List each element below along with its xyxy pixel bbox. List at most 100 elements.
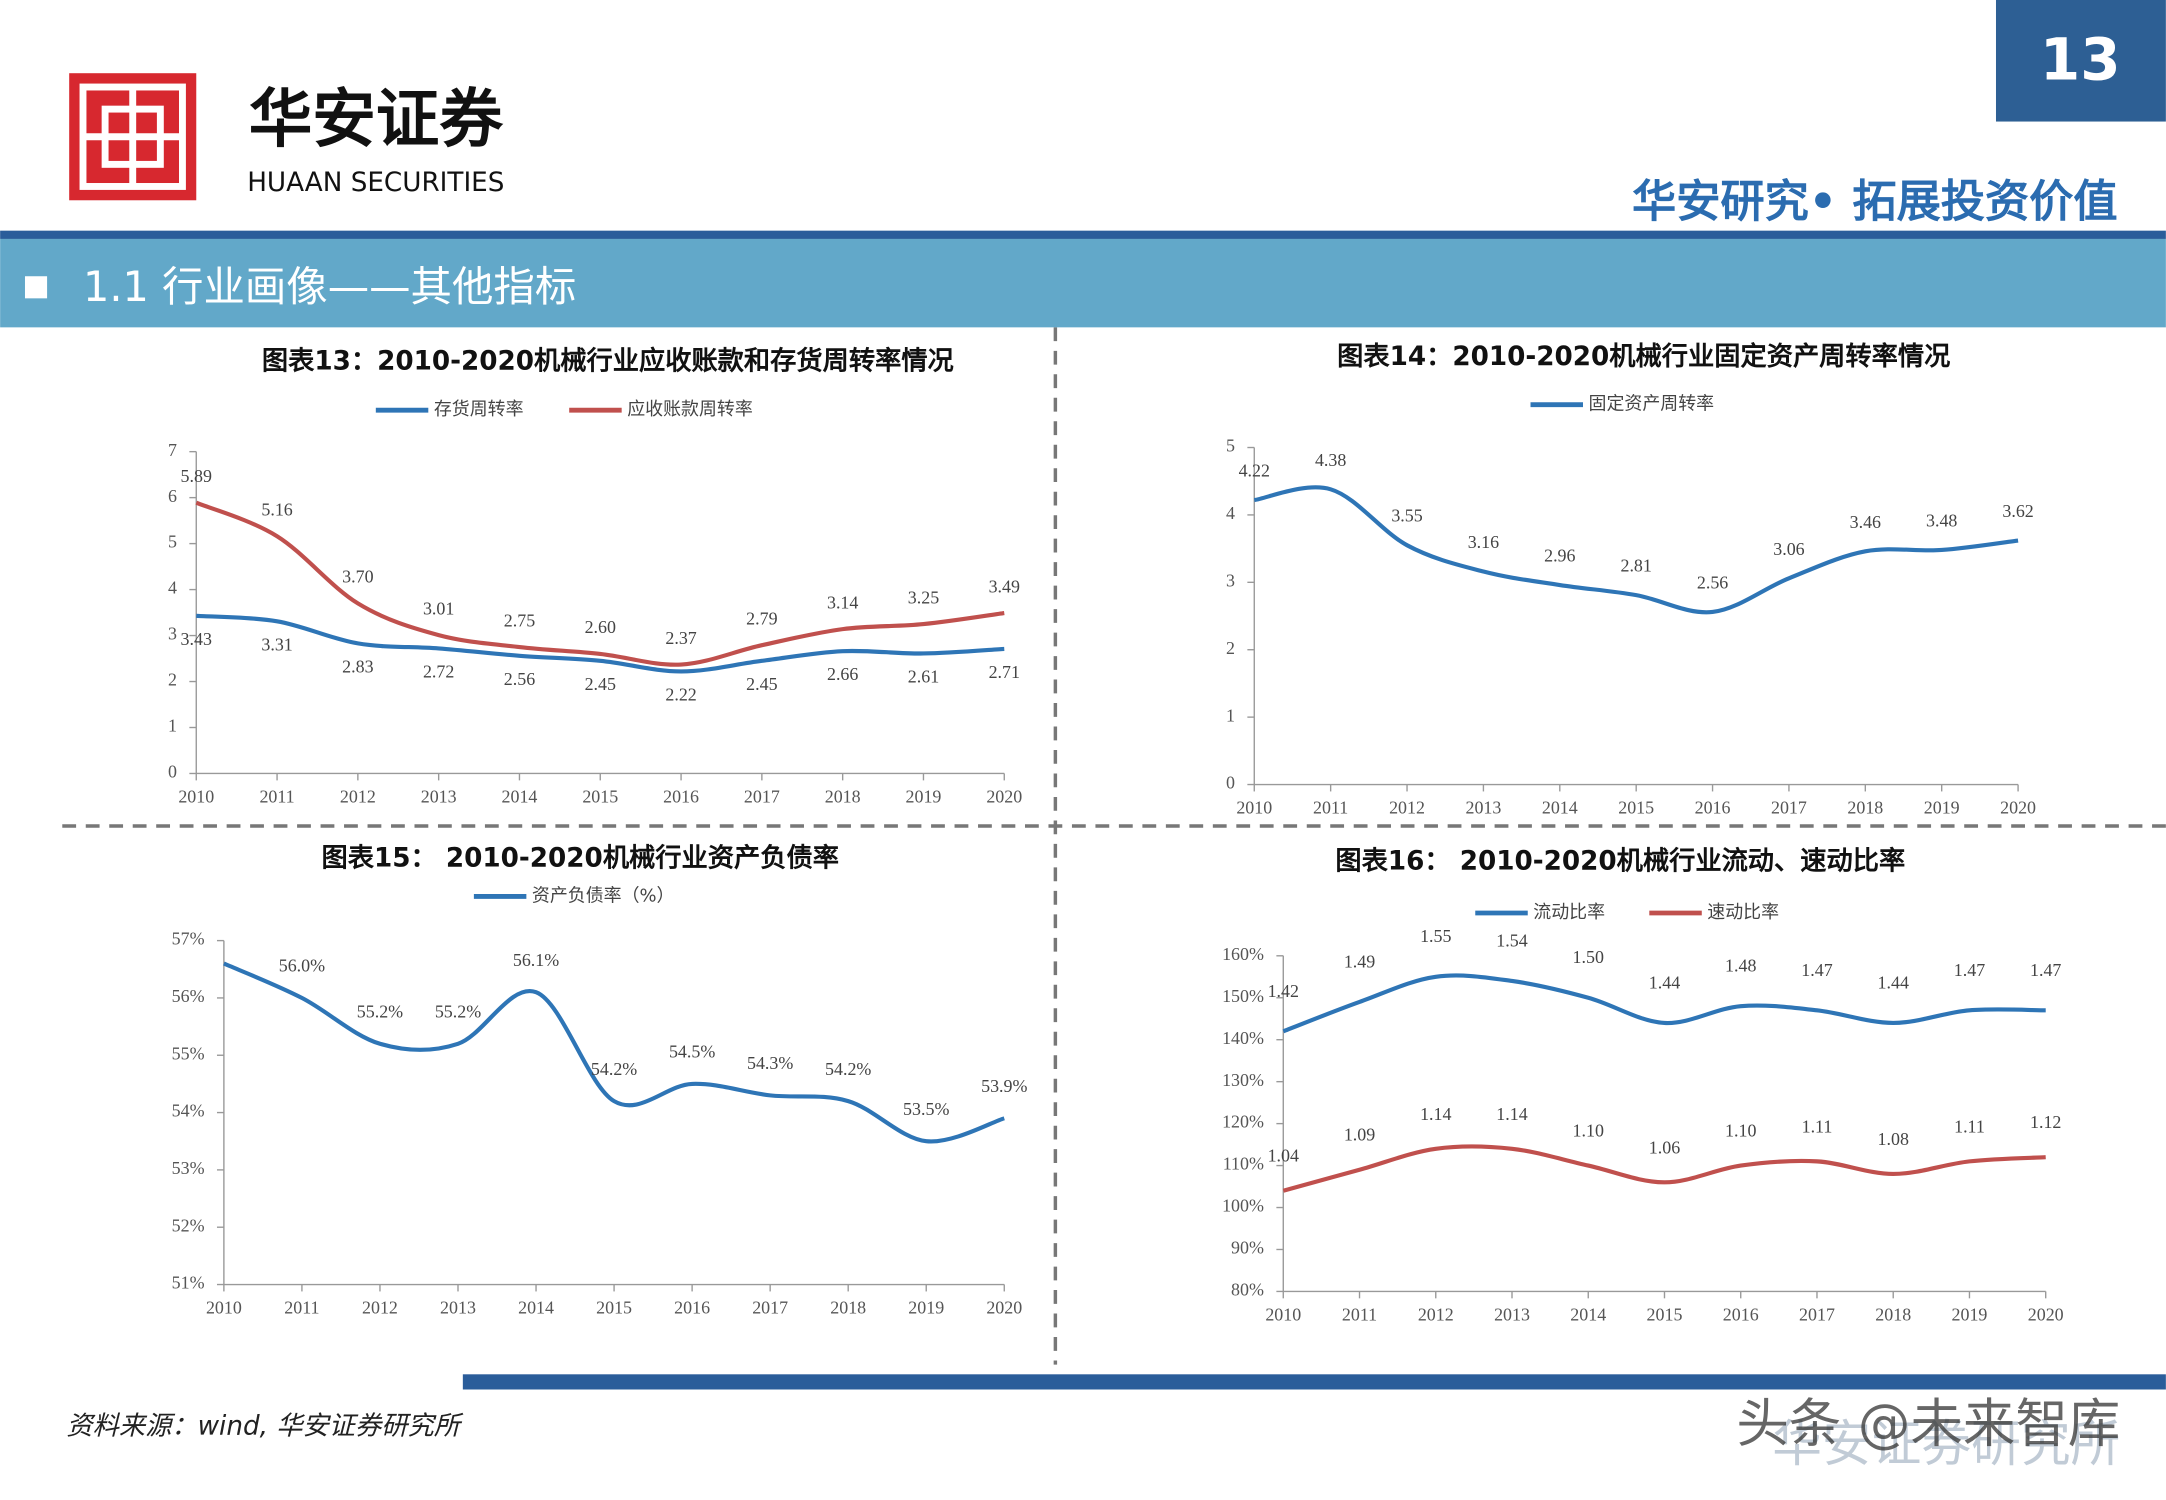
section-title: 1.1 行业画像——其他指标 <box>83 263 576 311</box>
data-label: 1.10 <box>1573 1121 1604 1141</box>
series-line <box>196 613 1005 674</box>
data-label: 1.47 <box>1954 960 1985 980</box>
series-line <box>1282 973 2046 1034</box>
data-label: 2.81 <box>1620 556 1651 576</box>
y-tick-label: 4 <box>168 578 177 598</box>
x-tick-label: 2016 <box>663 786 699 806</box>
data-label: 2.56 <box>504 669 535 689</box>
x-tick-label: 2016 <box>1695 798 1731 818</box>
x-tick-label: 2019 <box>1924 798 1960 818</box>
y-tick-label: 52% <box>172 1215 205 1235</box>
data-label: 1.49 <box>1344 951 1375 971</box>
tagline: 华安研究• 拓展投资价值 <box>1632 176 2118 227</box>
x-tick-label: 2020 <box>986 786 1022 806</box>
y-tick-label: 1 <box>168 716 177 736</box>
x-tick-label: 2017 <box>752 1298 788 1318</box>
data-label: 2.83 <box>342 656 373 676</box>
y-tick-label: 2 <box>168 670 177 690</box>
x-tick-label: 2015 <box>1647 1304 1683 1324</box>
data-label: 3.62 <box>2002 501 2033 521</box>
data-label: 1.06 <box>1649 1137 1680 1157</box>
data-label: 5.16 <box>261 500 292 520</box>
x-tick-label: 2019 <box>906 786 942 806</box>
x-tick-label: 2012 <box>1418 1304 1454 1324</box>
series-line <box>1253 485 2019 615</box>
data-label: 1.55 <box>1420 926 1451 946</box>
data-label: 1.44 <box>1649 972 1680 992</box>
logo-name: 华安证券 <box>249 81 504 156</box>
data-label: 54.2% <box>825 1059 871 1079</box>
logo-english: HUAAN SECURITIES <box>247 168 504 198</box>
data-label: 2.75 <box>504 610 535 630</box>
x-tick-label: 2018 <box>830 1298 866 1318</box>
x-tick-label: 2010 <box>1265 1304 1301 1324</box>
y-tick-label: 57% <box>172 929 205 949</box>
data-label: 1.42 <box>1268 981 1299 1001</box>
series-line <box>223 961 1005 1144</box>
y-tick-label: 80% <box>1231 1280 1264 1300</box>
x-tick-label: 2017 <box>1799 1304 1835 1324</box>
watermark: 头条 @未来智库 <box>1736 1393 2120 1454</box>
data-label: 1.50 <box>1573 947 1604 967</box>
y-tick-label: 53% <box>172 1158 205 1178</box>
data-label: 2.96 <box>1544 546 1575 566</box>
footer-bar <box>462 1374 2166 1390</box>
legend-label: 应收账款周转率 <box>627 399 753 420</box>
x-tick-label: 2013 <box>440 1298 476 1318</box>
x-tick-label: 2020 <box>986 1298 1022 1318</box>
x-tick-label: 2017 <box>744 786 780 806</box>
y-tick-label: 55% <box>172 1043 205 1063</box>
data-label: 3.31 <box>261 634 292 654</box>
logo-mark <box>69 73 197 201</box>
data-label: 1.47 <box>1801 960 1832 980</box>
data-label: 2.61 <box>908 666 939 686</box>
data-label: 3.49 <box>989 576 1020 596</box>
data-label: 1.10 <box>1725 1121 1756 1141</box>
y-tick-label: 150% <box>1222 986 1264 1006</box>
data-label: 53.9% <box>981 1076 1027 1096</box>
x-tick-label: 2018 <box>1847 798 1883 818</box>
page-number-box <box>1995 0 2166 122</box>
legend-label: 流动比率 <box>1533 902 1605 923</box>
y-tick-label: 5 <box>1226 436 1235 456</box>
x-tick-label: 2016 <box>1723 1304 1759 1324</box>
x-tick-label: 2010 <box>178 786 214 806</box>
x-tick-label: 2018 <box>825 786 861 806</box>
legend-label: 存货周转率 <box>434 399 524 420</box>
data-label: 3.46 <box>1850 512 1881 532</box>
x-tick-label: 2014 <box>518 1298 554 1318</box>
data-label: 3.01 <box>423 598 454 618</box>
x-tick-label: 2018 <box>1875 1304 1911 1324</box>
x-tick-label: 2013 <box>1494 1304 1530 1324</box>
data-label: 1.04 <box>1268 1146 1299 1166</box>
legend-label: 速动比率 <box>1707 902 1779 923</box>
y-tick-label: 160% <box>1222 944 1264 964</box>
watermark-under: 华安证券研究所 <box>1772 1415 2120 1473</box>
data-label: 1.14 <box>1496 1104 1527 1124</box>
header-rule <box>0 230 2166 239</box>
series-line <box>1282 1144 2046 1193</box>
x-tick-label: 2012 <box>340 786 376 806</box>
x-tick-label: 2019 <box>1952 1304 1988 1324</box>
y-tick-label: 51% <box>172 1273 205 1293</box>
data-label: 1.47 <box>2030 960 2061 980</box>
section-bullet <box>24 276 48 299</box>
y-tick-label: 56% <box>172 986 205 1006</box>
x-tick-label: 2015 <box>1618 798 1654 818</box>
section-bar <box>0 238 2166 328</box>
y-tick-label: 6 <box>168 486 177 506</box>
data-label: 2.72 <box>423 661 454 681</box>
x-tick-label: 2011 <box>284 1298 319 1318</box>
x-tick-label: 2013 <box>1465 798 1501 818</box>
x-tick-label: 2013 <box>421 786 457 806</box>
data-label: 2.66 <box>827 664 858 684</box>
data-label: 1.11 <box>1954 1116 1985 1136</box>
y-tick-label: 2 <box>1226 638 1235 658</box>
x-tick-label: 2020 <box>2000 798 2036 818</box>
y-tick-label: 100% <box>1222 1196 1264 1216</box>
page-number: 13 <box>2040 26 2121 94</box>
series-line <box>195 500 1005 667</box>
